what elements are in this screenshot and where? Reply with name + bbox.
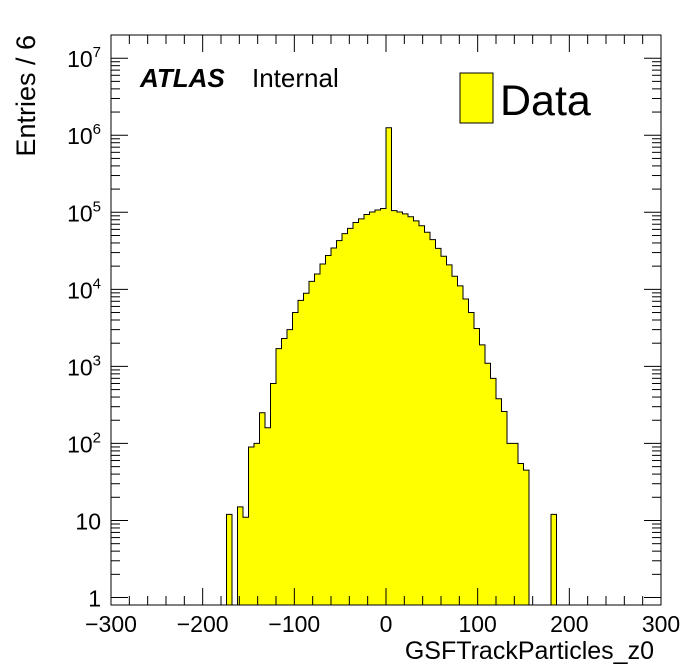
x-tick-label: 0 <box>380 611 393 637</box>
histogram-bar <box>248 446 254 605</box>
atlas-label: ATLAS <box>139 63 225 93</box>
y-tick-label: 107 <box>67 44 101 72</box>
histogram-bar <box>375 210 381 606</box>
x-tick-label: 100 <box>458 611 496 637</box>
x-tick-label: 300 <box>642 611 680 637</box>
histogram-bar <box>446 264 452 605</box>
histogram-bar <box>452 276 458 605</box>
x-tick-label: −200 <box>177 611 229 637</box>
histogram-bar <box>254 443 260 605</box>
x-axis-label: GSFTrackParticles_z0 <box>405 637 654 665</box>
histogram-bar <box>237 506 243 605</box>
histogram-bar <box>265 427 271 605</box>
y-tick-label: 106 <box>67 121 101 149</box>
y-tick-label: 103 <box>67 352 101 380</box>
histogram-bar <box>496 398 502 605</box>
histogram-bar <box>243 517 249 605</box>
x-tick-label: −300 <box>85 611 137 637</box>
atlas-internal-label: Internal <box>252 63 339 93</box>
histogram-bar <box>325 255 331 605</box>
histogram-bar <box>353 222 359 605</box>
histogram-bar <box>369 211 375 606</box>
histogram-bar <box>441 256 447 605</box>
histogram-bar <box>468 312 474 605</box>
histogram-bar <box>551 514 557 605</box>
histogram-bar <box>292 312 298 605</box>
histogram-bar <box>358 218 364 605</box>
histogram-bar <box>523 470 529 605</box>
legend-swatch <box>459 72 494 124</box>
x-tick-labels: −300 −200 −100 0 100 200 300 <box>85 611 680 637</box>
histogram-bar <box>336 240 342 606</box>
y-tick-labels: 1 10 102 103 104 105 106 107 <box>67 44 101 611</box>
histogram-bar <box>424 232 430 605</box>
histogram-bar <box>402 213 408 605</box>
histogram-bar <box>463 298 469 605</box>
histogram-bar <box>397 211 403 606</box>
y-axis-label: Entries / 6 <box>11 35 41 157</box>
histogram-bar <box>298 300 304 605</box>
histogram-bar <box>430 239 436 605</box>
y-tick-label: 10 <box>75 508 101 534</box>
histogram-bar <box>303 293 309 605</box>
histogram-bar <box>281 338 287 605</box>
histogram-outline <box>226 127 557 606</box>
x-tick-label: −100 <box>268 611 320 637</box>
histogram-bar <box>380 208 386 606</box>
histogram-bar <box>507 443 513 605</box>
histogram-bar <box>347 228 353 606</box>
histogram-bar <box>331 247 337 605</box>
histogram-bar <box>408 216 414 605</box>
histogram-bar <box>474 328 480 605</box>
axis-ticks <box>110 34 662 605</box>
histogram-bar <box>320 264 326 605</box>
histogram-bar <box>512 443 518 605</box>
histogram-bars <box>226 127 557 606</box>
histogram-bar <box>259 412 265 605</box>
histogram-bar <box>435 248 441 605</box>
histogram-bar <box>490 378 496 605</box>
y-tick-label: 105 <box>67 198 101 226</box>
histogram-bar <box>364 214 370 606</box>
histogram-bar <box>386 127 392 606</box>
histogram-bar <box>314 274 320 605</box>
histogram-bar <box>276 348 282 605</box>
histogram-bar <box>457 285 463 605</box>
histogram-bar <box>419 225 425 605</box>
histogram-bar <box>270 383 276 605</box>
histogram-bar <box>501 411 507 605</box>
histogram-bar <box>391 210 397 605</box>
histogram-bar <box>226 514 232 605</box>
histogram-bar <box>413 220 419 605</box>
histogram-bar <box>485 363 491 605</box>
histogram-bar <box>518 463 524 605</box>
y-tick-label: 104 <box>67 275 101 303</box>
histogram-outline <box>550 513 557 605</box>
y-tick-label: 1 <box>88 586 101 612</box>
histogram-bar <box>342 233 348 605</box>
legend-label: Data <box>500 77 591 125</box>
histogram-bar <box>309 281 315 605</box>
histogram-bar <box>287 329 293 605</box>
y-tick-label: 102 <box>67 429 101 457</box>
histogram-bar <box>479 344 485 605</box>
x-tick-label: 200 <box>550 611 588 637</box>
